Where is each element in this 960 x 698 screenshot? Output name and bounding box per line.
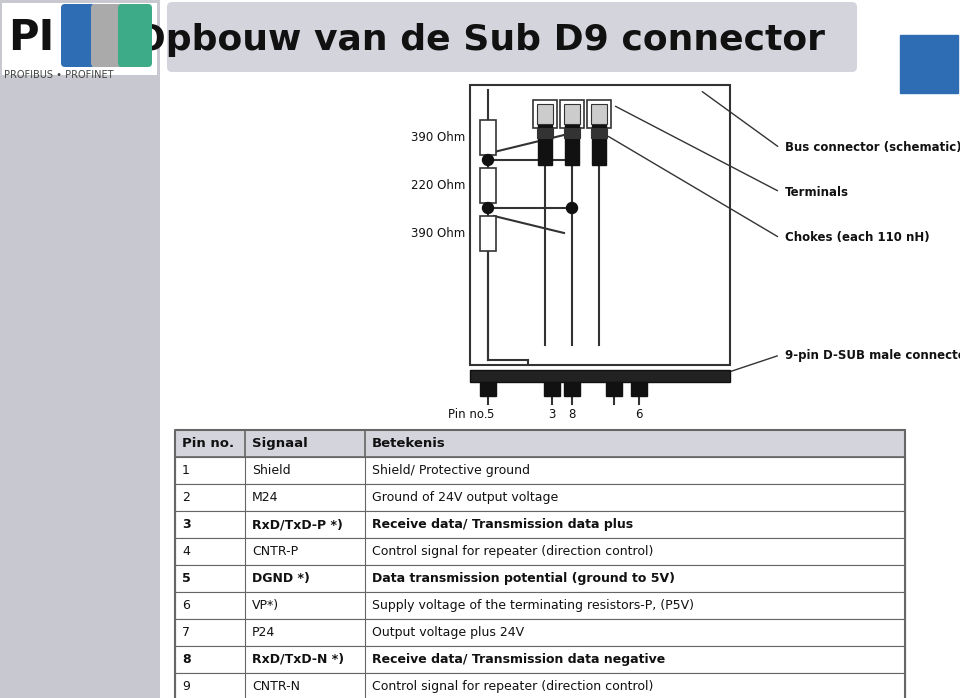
Text: 4: 4 (182, 545, 190, 558)
Text: Control signal for repeater (direction control): Control signal for repeater (direction c… (372, 545, 654, 558)
Bar (175, 619, 905, 646)
Bar (175, 538, 905, 565)
Bar (480, 168, 496, 203)
Text: 390 Ohm: 390 Ohm (411, 227, 465, 240)
Text: 6: 6 (182, 599, 190, 612)
Bar (175, 511, 905, 538)
Bar (2, 3, 157, 75)
Text: VP*): VP*) (252, 599, 279, 612)
FancyBboxPatch shape (91, 4, 125, 67)
Text: 3: 3 (182, 518, 191, 531)
Bar (565, 115, 579, 165)
Text: Pin no.: Pin no. (448, 408, 488, 421)
Bar (537, 104, 553, 124)
Bar (470, 370, 730, 382)
Circle shape (483, 202, 493, 214)
Bar (564, 104, 580, 124)
Text: Data transmission potential (ground to 5V): Data transmission potential (ground to 5… (372, 572, 675, 585)
Bar (538, 115, 552, 165)
Text: Shield: Shield (252, 464, 291, 477)
Bar (175, 592, 905, 619)
Text: Supply voltage of the terminating resistors-P, (P5V): Supply voltage of the terminating resist… (372, 599, 694, 612)
Bar (175, 430, 905, 698)
Bar (175, 565, 905, 592)
Text: Pin no.: Pin no. (182, 437, 234, 450)
Bar (175, 646, 905, 673)
Text: CNTR-P: CNTR-P (252, 545, 299, 558)
Text: CNTR-N: CNTR-N (252, 680, 300, 693)
Text: Signaal: Signaal (252, 437, 308, 450)
Bar (160, 0, 960, 698)
Bar (537, 128, 553, 138)
Bar (560, 100, 584, 128)
Text: 9-pin D-SUB male connector: 9-pin D-SUB male connector (785, 348, 960, 362)
Text: M24: M24 (252, 491, 278, 504)
Text: 3: 3 (548, 408, 556, 421)
Text: 220 Ohm: 220 Ohm (411, 179, 465, 192)
Bar (606, 382, 622, 396)
Text: 5: 5 (182, 572, 191, 585)
Text: Chokes (each 110 nH): Chokes (each 110 nH) (785, 232, 929, 244)
Circle shape (566, 202, 578, 214)
Text: 7: 7 (182, 626, 190, 639)
Bar (480, 216, 496, 251)
Text: PROFIBUS • PROFINET: PROFIBUS • PROFINET (4, 70, 113, 80)
Text: Output voltage plus 24V: Output voltage plus 24V (372, 626, 524, 639)
Bar (480, 120, 496, 155)
FancyBboxPatch shape (167, 2, 857, 72)
Text: 5: 5 (487, 408, 493, 421)
Bar (0, 0, 160, 698)
Text: 9: 9 (182, 680, 190, 693)
Bar (544, 382, 560, 396)
Bar (175, 484, 905, 511)
FancyBboxPatch shape (118, 4, 152, 67)
Text: Receive data/ Transmission data plus: Receive data/ Transmission data plus (372, 518, 634, 531)
Bar (175, 430, 905, 457)
Bar (480, 382, 496, 396)
Bar (592, 115, 606, 165)
Bar (591, 128, 607, 138)
Text: RxD/TxD-P *): RxD/TxD-P *) (252, 518, 343, 531)
Text: 8: 8 (182, 653, 191, 666)
Circle shape (483, 154, 493, 165)
Text: 8: 8 (568, 408, 576, 421)
Text: Receive data/ Transmission data negative: Receive data/ Transmission data negative (372, 653, 665, 666)
Bar (564, 382, 580, 396)
Text: DGND *): DGND *) (252, 572, 310, 585)
Text: RxD/TxD-N *): RxD/TxD-N *) (252, 653, 344, 666)
Bar (564, 128, 580, 138)
Text: Ground of 24V output voltage: Ground of 24V output voltage (372, 491, 559, 504)
Bar (470, 85, 730, 365)
Bar (587, 100, 611, 128)
Circle shape (566, 154, 578, 165)
Text: Control signal for repeater (direction control): Control signal for repeater (direction c… (372, 680, 654, 693)
Bar (533, 100, 557, 128)
Bar (631, 382, 647, 396)
Bar (900, 35, 958, 93)
Text: Opbouw van de Sub D9 connector: Opbouw van de Sub D9 connector (135, 23, 825, 57)
FancyBboxPatch shape (61, 4, 95, 67)
Text: Terminals: Terminals (785, 186, 849, 198)
Bar (175, 673, 905, 698)
Text: Bus connector (schematic): Bus connector (schematic) (785, 142, 960, 154)
Text: P24: P24 (252, 626, 276, 639)
Bar (591, 104, 607, 124)
Text: 1: 1 (182, 464, 190, 477)
Text: Shield/ Protective ground: Shield/ Protective ground (372, 464, 530, 477)
Text: 390 Ohm: 390 Ohm (411, 131, 465, 144)
Text: 2: 2 (182, 491, 190, 504)
Text: 6: 6 (636, 408, 643, 421)
Bar (175, 457, 905, 484)
Text: PI: PI (8, 17, 55, 59)
Text: Betekenis: Betekenis (372, 437, 445, 450)
